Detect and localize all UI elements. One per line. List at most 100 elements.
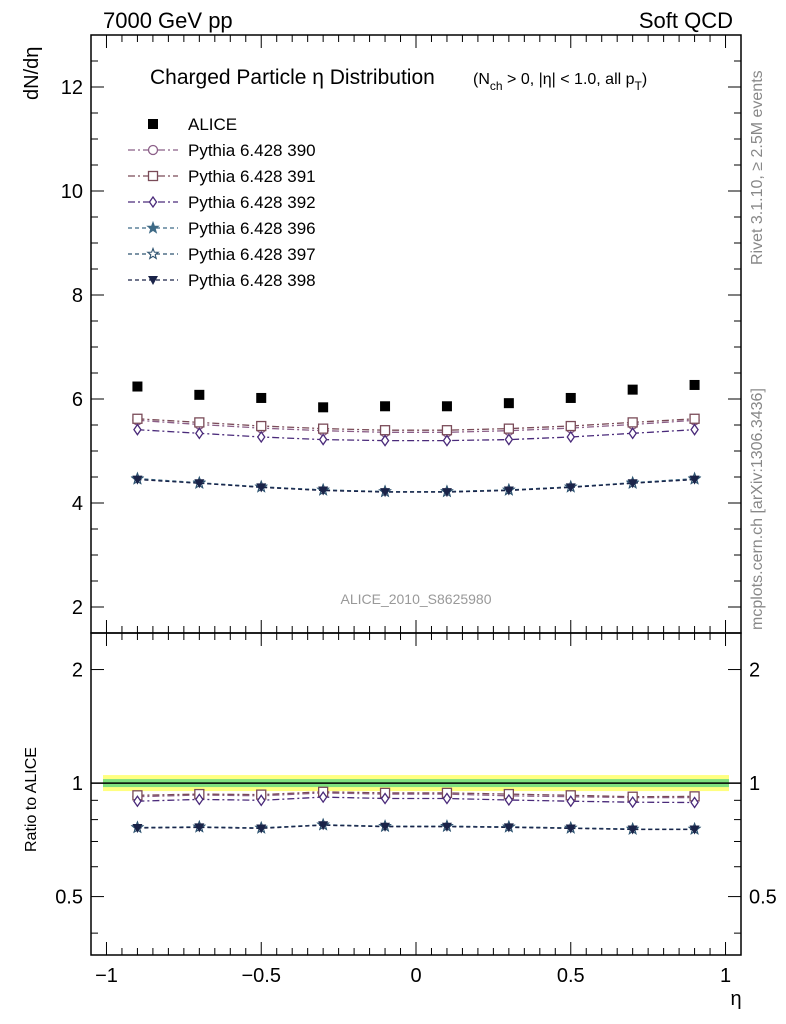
series-pythia-6-428-390	[132, 415, 700, 438]
x-axis-label: η	[730, 988, 741, 1010]
ratio-point	[627, 825, 638, 835]
ratio-y-tick-label-left: 1	[72, 773, 83, 795]
data-point	[689, 475, 700, 485]
analysis-watermark: ALICE_2010_S8625980	[340, 591, 491, 607]
data-point	[442, 434, 452, 447]
ratio-line	[137, 791, 695, 798]
data-point	[627, 417, 638, 428]
data-point	[194, 417, 205, 428]
main-y-tick-label: 8	[72, 285, 83, 307]
ratio-y-tick-label-right: 2	[749, 660, 760, 682]
chart-title: Charged Particle η Distribution	[150, 66, 435, 89]
legend: ALICE Pythia 6.428 390 Pythia 6.428 391 Pyt…	[128, 115, 316, 290]
ratio-series-pythia-6-428-396	[130, 817, 702, 835]
x-tick-label: 1	[720, 965, 731, 987]
data-point	[132, 475, 143, 485]
data-point	[318, 402, 329, 413]
chart-title-conditions: (Nch > 0, |η| < 1.0, all pT)	[473, 71, 647, 93]
data-point	[503, 423, 515, 434]
data-point	[565, 420, 576, 432]
legend-marker	[148, 195, 158, 209]
data-point	[132, 413, 143, 424]
data-point	[380, 488, 391, 498]
ratio-point	[442, 792, 452, 805]
data-point	[627, 384, 638, 395]
data-point	[565, 392, 576, 403]
ratio-y-tick-label-left: 2	[72, 660, 83, 682]
ratio-y-tick-label-left: 0.5	[55, 887, 83, 909]
ratio-point	[318, 821, 329, 831]
ratio-point	[194, 823, 205, 833]
data-point	[441, 401, 452, 412]
main-x-ticks	[105, 35, 727, 633]
ratio-point	[566, 795, 576, 808]
legend-entry: Pythia 6.428 397	[128, 245, 316, 264]
series-line	[137, 478, 695, 493]
main-series-layer	[130, 379, 702, 498]
ratio-series-pythia-6-428-392	[133, 790, 699, 809]
x-tick-label: 0	[410, 965, 421, 987]
series-line	[137, 418, 695, 431]
legend-label: Pythia 6.428 392	[188, 193, 316, 212]
ratio-line	[137, 796, 695, 804]
ratio-point	[256, 824, 267, 834]
legend-entry: Pythia 6.428 396	[128, 219, 316, 238]
data-point	[318, 486, 329, 496]
rivet-label: Rivet 3.1.10, ≥ 2.5M events	[749, 70, 766, 265]
legend-label: ALICE	[188, 115, 237, 134]
ratio-series-pythia-6-428-398	[132, 821, 700, 835]
main-panel: 2 4 6 8 10 12 Charged Particle η Distribution…	[21, 34, 742, 634]
cond-pre: (N	[473, 71, 490, 88]
legend-label: Pythia 6.428 390	[188, 141, 316, 160]
series-line	[137, 478, 695, 493]
data-point	[627, 479, 638, 489]
legend-entry: ALICE	[148, 115, 237, 134]
x-tick-label: 0.5	[557, 965, 585, 987]
ratio-point	[318, 790, 328, 804]
main-y-ticks: 2 4 6 8 10 12	[61, 34, 741, 619]
ratio-point	[380, 792, 390, 805]
ratio-point	[256, 794, 266, 807]
data-point	[318, 433, 328, 446]
main-y-tick-label: 10	[61, 181, 83, 203]
cond-mid: > 0, |η| < 1.0, all p	[503, 71, 635, 88]
ratio-point	[441, 822, 452, 832]
data-point	[504, 433, 514, 446]
data-point	[256, 483, 267, 493]
mcplots-label: mcplots.cern.ch [arXiv:1306.3436]	[749, 388, 766, 630]
data-point	[194, 479, 205, 489]
legend-marker	[148, 276, 158, 285]
data-point	[379, 425, 391, 436]
legend-entry: Pythia 6.428 392	[128, 193, 316, 212]
legend-entry: Pythia 6.428 391	[128, 167, 316, 186]
legend-label: Pythia 6.428 397	[188, 245, 316, 264]
legend-marker	[146, 220, 160, 234]
main-y-tick-label: 4	[72, 493, 83, 515]
main-y-tick-label: 6	[72, 389, 83, 411]
ratio-panel: 0.5 0.5 1 1 2 2 −1 −0.5 0 0.5 1 Ratio to ALICE η	[23, 632, 777, 1010]
legend-entry: Pythia 6.428 398	[128, 271, 316, 290]
series-line	[137, 419, 695, 433]
data-point	[566, 430, 576, 444]
ratio-y-ticks: 0.5 0.5 1 1 2 2	[55, 660, 777, 934]
series-alice	[132, 379, 700, 413]
data-point	[132, 381, 143, 392]
main-y-tick-label: 12	[61, 77, 83, 99]
series-pythia-6-428-391	[132, 413, 700, 436]
ratio-line	[137, 824, 695, 830]
ratio-series-pythia-6-428-397	[130, 817, 702, 835]
data-point	[256, 430, 266, 444]
data-point	[503, 486, 514, 496]
x-tick-label: −1	[95, 965, 118, 987]
ratio-point	[565, 824, 576, 834]
series-pythia-6-428-392	[133, 423, 699, 447]
data-point	[690, 423, 699, 436]
data-point	[689, 379, 700, 390]
data-point	[380, 434, 390, 447]
ratio-point	[689, 825, 700, 835]
series-line	[137, 477, 695, 493]
legend-marker	[147, 144, 159, 156]
data-point	[317, 423, 329, 434]
data-point	[441, 488, 452, 498]
